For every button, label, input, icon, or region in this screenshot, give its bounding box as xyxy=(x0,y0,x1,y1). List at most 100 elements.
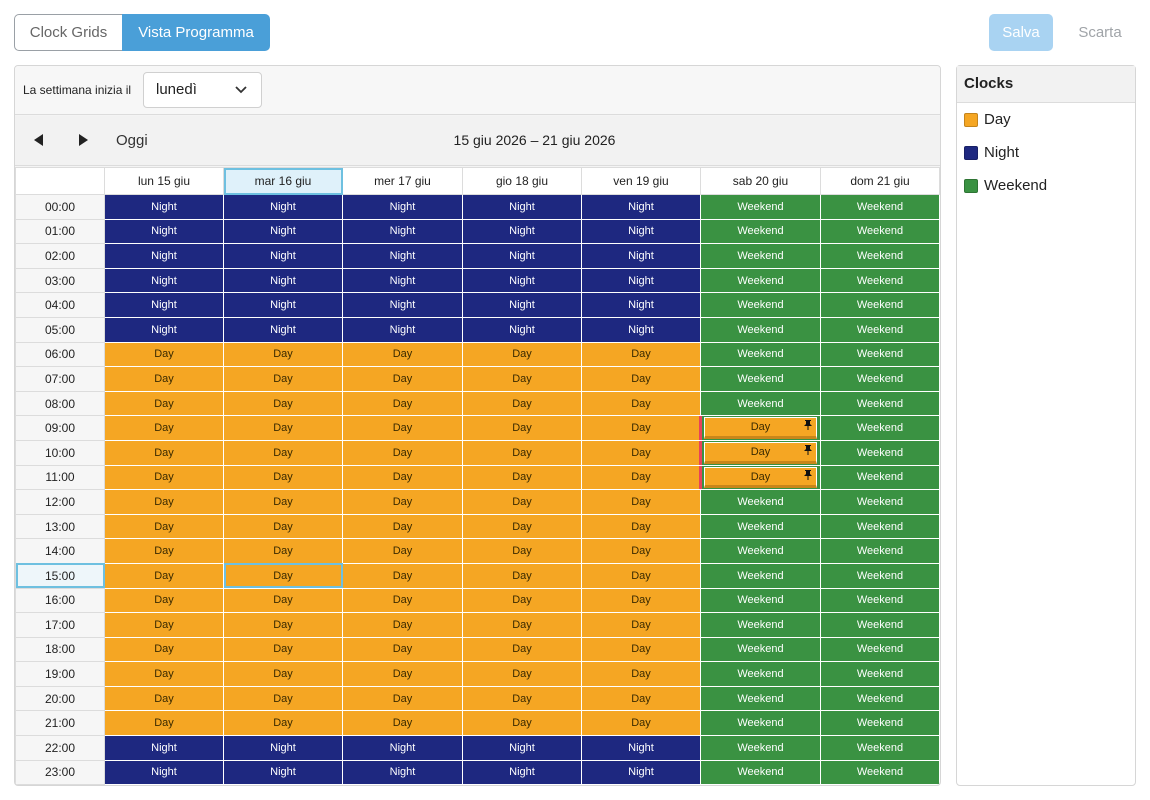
schedule-cell[interactable]: Day xyxy=(462,439,582,466)
schedule-cell[interactable]: Day xyxy=(223,685,343,712)
schedule-cell[interactable]: Day xyxy=(223,341,343,368)
schedule-cell[interactable]: Weekend xyxy=(820,366,940,392)
pin-icon[interactable] xyxy=(804,420,812,431)
schedule-cell[interactable]: Day xyxy=(223,661,343,687)
schedule-cell[interactable]: Weekend xyxy=(700,562,821,589)
schedule-cell[interactable]: Night xyxy=(581,292,701,318)
schedule-cell[interactable]: Night xyxy=(342,316,463,343)
schedule-cell[interactable]: Night xyxy=(223,735,343,761)
pin-icon[interactable] xyxy=(804,469,812,480)
schedule-cell[interactable]: Weekend xyxy=(820,341,940,368)
schedule-cell[interactable]: Day xyxy=(223,538,343,564)
schedule-cell[interactable]: Day xyxy=(462,341,582,368)
schedule-cell[interactable]: Day xyxy=(699,415,821,441)
schedule-cell[interactable]: Night xyxy=(342,194,463,220)
schedule-cell[interactable]: Day xyxy=(342,513,463,540)
schedule-cell[interactable]: Day xyxy=(104,661,224,687)
schedule-cell[interactable]: Day xyxy=(342,366,463,392)
schedule-cell[interactable]: Weekend xyxy=(700,710,821,737)
schedule-cell[interactable]: Weekend xyxy=(820,464,940,491)
day-header[interactable]: sab 20 giu xyxy=(700,167,821,195)
schedule-cell[interactable]: Weekend xyxy=(700,538,821,564)
schedule-cell[interactable]: Night xyxy=(223,316,343,343)
schedule-cell[interactable]: Weekend xyxy=(700,316,821,343)
schedule-cell[interactable]: Day xyxy=(104,538,224,564)
schedule-cell[interactable]: Day xyxy=(104,636,224,663)
schedule-cell[interactable]: Night xyxy=(104,267,224,294)
tab-clock-grids[interactable]: Clock Grids xyxy=(14,14,122,51)
schedule-cell[interactable]: Night xyxy=(462,759,582,785)
schedule-cell[interactable]: Night xyxy=(342,243,463,269)
schedule-cell[interactable]: Weekend xyxy=(700,489,821,515)
schedule-cell[interactable]: Day xyxy=(342,415,463,441)
schedule-cell[interactable]: Weekend xyxy=(820,390,940,417)
schedule-cell[interactable]: Weekend xyxy=(820,710,940,737)
schedule-cell[interactable]: Day xyxy=(462,612,582,638)
schedule-cell[interactable]: Day xyxy=(581,341,701,368)
schedule-cell[interactable]: Night xyxy=(104,218,224,245)
schedule-cell[interactable]: Night xyxy=(342,218,463,245)
schedule-cell[interactable]: Day xyxy=(223,710,343,737)
day-header[interactable]: ven 19 giu xyxy=(581,167,701,195)
day-header[interactable]: dom 21 giu xyxy=(820,167,940,195)
legend-item[interactable]: Weekend xyxy=(957,169,1135,202)
day-header[interactable]: mer 17 giu xyxy=(342,167,463,195)
schedule-cell[interactable]: Night xyxy=(104,194,224,220)
schedule-cell[interactable]: Day xyxy=(104,390,224,417)
schedule-cell[interactable]: Night xyxy=(342,292,463,318)
schedule-cell[interactable]: Day xyxy=(342,636,463,663)
schedule-cell[interactable]: Weekend xyxy=(700,612,821,638)
schedule-cell[interactable]: Day xyxy=(462,366,582,392)
schedule-cell[interactable]: Night xyxy=(462,267,582,294)
schedule-cell[interactable]: Day xyxy=(581,415,701,441)
schedule-cell[interactable]: Day xyxy=(462,489,582,515)
schedule-cell[interactable]: Day xyxy=(223,636,343,663)
schedule-cell[interactable]: Day xyxy=(342,464,463,491)
schedule-cell[interactable]: Day xyxy=(581,464,701,491)
schedule-cell[interactable]: Day xyxy=(462,562,582,589)
schedule-cell[interactable]: Day xyxy=(104,685,224,712)
schedule-cell[interactable]: Night xyxy=(462,292,582,318)
schedule-cell[interactable]: Day xyxy=(104,464,224,491)
schedule-cell[interactable]: Night xyxy=(342,759,463,785)
schedule-cell[interactable]: Weekend xyxy=(820,194,940,220)
save-button[interactable]: Salva xyxy=(989,14,1053,51)
schedule-cell[interactable]: Day xyxy=(699,464,821,491)
schedule-cell[interactable]: Weekend xyxy=(700,390,821,417)
schedule-cell[interactable]: Night xyxy=(223,292,343,318)
schedule-cell[interactable]: Day xyxy=(104,562,224,589)
schedule-cell[interactable]: Weekend xyxy=(820,587,940,614)
schedule-cell[interactable]: Day xyxy=(104,489,224,515)
schedule-cell[interactable]: Day xyxy=(104,587,224,614)
schedule-cell[interactable]: Day xyxy=(462,390,582,417)
schedule-cell[interactable]: Day xyxy=(462,661,582,687)
schedule-cell[interactable]: Day xyxy=(104,612,224,638)
schedule-cell[interactable]: Day xyxy=(581,685,701,712)
schedule-cell[interactable]: Day xyxy=(462,636,582,663)
previous-week-icon[interactable] xyxy=(31,132,47,148)
schedule-cell[interactable]: Day xyxy=(581,390,701,417)
schedule-cell[interactable]: Day xyxy=(462,464,582,491)
schedule-cell[interactable]: Night xyxy=(581,218,701,245)
schedule-cell[interactable]: Day xyxy=(223,562,343,589)
day-header[interactable]: gio 18 giu xyxy=(462,167,582,195)
day-header[interactable]: lun 15 giu xyxy=(104,167,224,195)
schedule-cell[interactable]: Day xyxy=(581,538,701,564)
schedule-cell[interactable]: Night xyxy=(462,218,582,245)
schedule-cell[interactable]: Night xyxy=(462,735,582,761)
schedule-cell[interactable]: Night xyxy=(104,292,224,318)
schedule-cell[interactable]: Weekend xyxy=(700,341,821,368)
schedule-cell[interactable]: Day xyxy=(462,538,582,564)
schedule-cell[interactable]: Day xyxy=(581,366,701,392)
schedule-cell[interactable]: Day xyxy=(581,612,701,638)
schedule-cell[interactable]: Day xyxy=(342,439,463,466)
schedule-cell[interactable]: Weekend xyxy=(820,513,940,540)
schedule-cell[interactable]: Day xyxy=(581,710,701,737)
schedule-cell[interactable]: Weekend xyxy=(820,243,940,269)
schedule-cell[interactable]: Day xyxy=(342,587,463,614)
schedule-cell[interactable]: Night xyxy=(223,759,343,785)
override-block[interactable]: Day xyxy=(704,441,817,464)
schedule-cell[interactable]: Night xyxy=(462,316,582,343)
legend-item[interactable]: Day xyxy=(957,103,1135,136)
schedule-cell[interactable]: Night xyxy=(581,267,701,294)
